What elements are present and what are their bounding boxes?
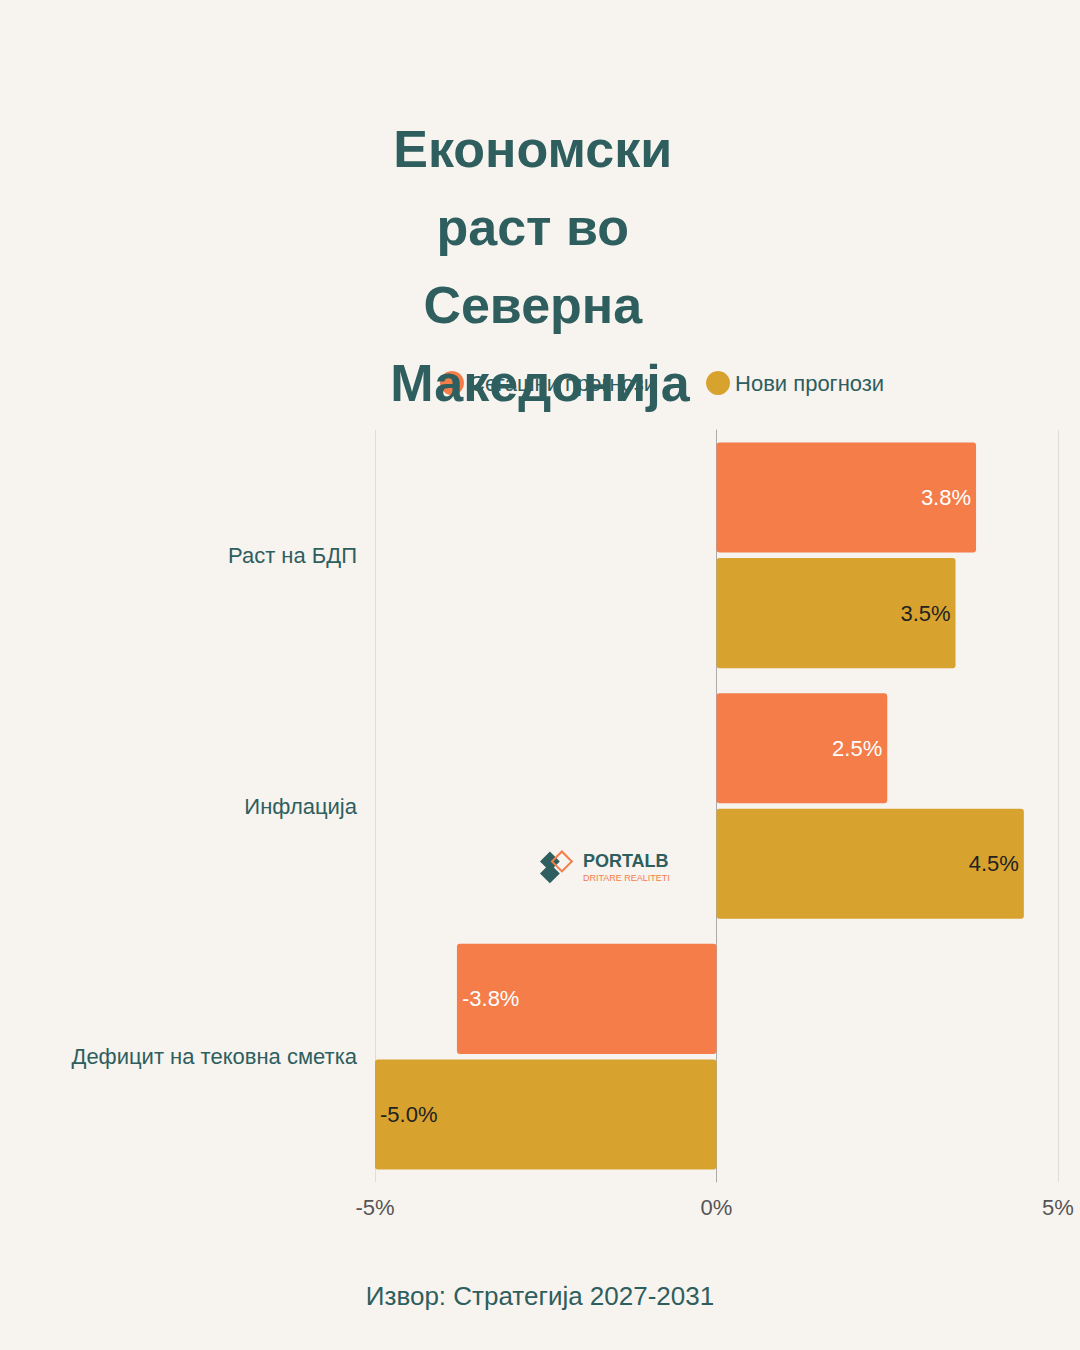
svg-text:4.5%: 4.5%: [969, 851, 1019, 876]
svg-text:Инфлација: Инфлација: [244, 794, 357, 819]
svg-text:Раст на БДП: Раст на БДП: [228, 543, 357, 568]
svg-text:Нови прогнози: Нови прогнози: [735, 371, 884, 396]
svg-text:3.5%: 3.5%: [900, 601, 950, 626]
svg-text:DRITARE REALITETI: DRITARE REALITETI: [583, 873, 670, 883]
svg-text:Економски: Економски: [393, 120, 686, 178]
svg-text:раст во: раст во: [436, 198, 643, 256]
svg-text:0%: 0%: [701, 1195, 733, 1220]
svg-text:3.8%: 3.8%: [921, 485, 971, 510]
svg-text:Извор: Стратегија 2027-2031: Извор: Стратегија 2027-2031: [366, 1281, 714, 1311]
svg-text:-5%: -5%: [355, 1195, 394, 1220]
svg-text:5%: 5%: [1042, 1195, 1074, 1220]
svg-text:2.5%: 2.5%: [832, 736, 882, 761]
svg-text:Македонија: Македонија: [390, 354, 690, 412]
svg-text:Дефицит на тековна сметка: Дефицит на тековна сметка: [71, 1044, 357, 1069]
svg-text:PORTALB: PORTALB: [583, 851, 669, 871]
svg-text:Северна: Северна: [423, 276, 656, 334]
svg-text:-3.8%: -3.8%: [462, 986, 519, 1011]
svg-text:-5.0%: -5.0%: [380, 1102, 437, 1127]
